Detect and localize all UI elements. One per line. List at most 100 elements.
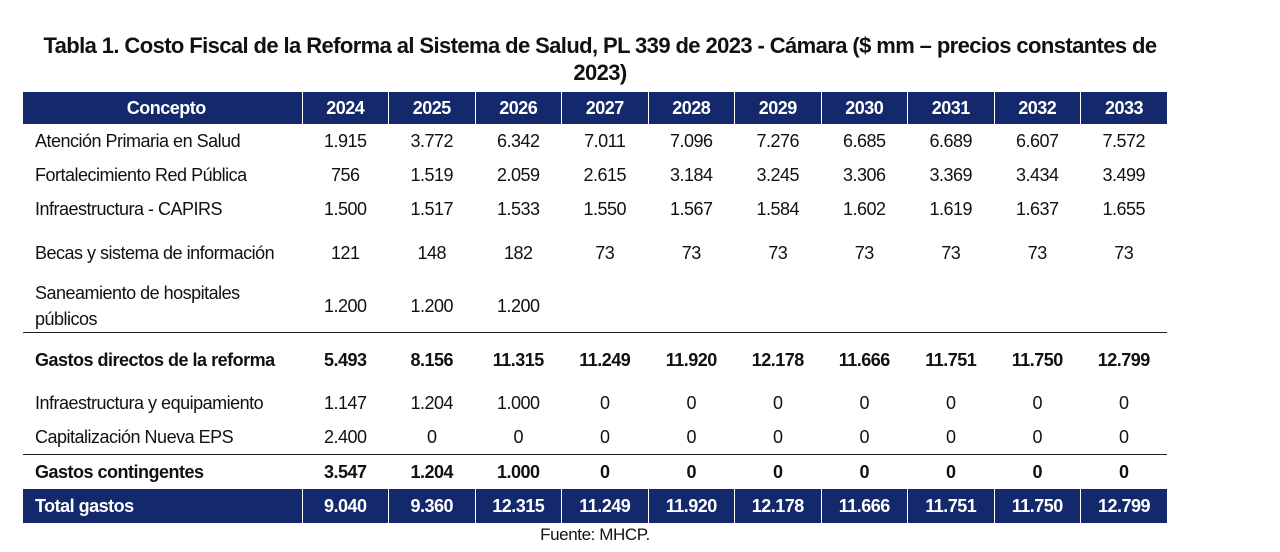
- value-cell: 12.178: [734, 489, 821, 523]
- value-cell: 1.000: [475, 454, 562, 489]
- value-cell: 6.685: [842, 131, 886, 151]
- concept-cell: Saneamiento de hospitales públicos: [35, 282, 240, 329]
- value-cell: 11.751: [907, 489, 994, 523]
- value-cell: 3.306: [842, 165, 886, 185]
- value-cell: 73: [768, 242, 788, 263]
- value-cell: 1.204: [388, 454, 475, 489]
- value-cell: 0: [772, 427, 783, 447]
- table-title: Tabla 1. Costo Fiscal de la Reforma al S…: [43, 33, 1157, 85]
- value-cell: 0: [561, 454, 648, 489]
- value-cell: 0: [426, 427, 437, 447]
- concept-cell: Becas y sistema de información: [35, 242, 275, 263]
- table-row: Becas y sistema de información 121 148 182 7…: [23, 226, 1167, 279]
- value-cell: 5.493: [302, 332, 389, 386]
- table-row: Infraestructura - CAPIRS 1.500 1.517 1.533 1…: [23, 192, 1167, 226]
- year-header: 2031: [907, 92, 994, 124]
- value-cell: 2.615: [583, 165, 627, 185]
- value-cell: 0: [648, 454, 735, 489]
- concept-cell: Infraestructura - CAPIRS: [35, 199, 223, 219]
- value-cell: 8.156: [388, 332, 475, 386]
- value-cell: 1.519: [410, 165, 454, 185]
- value-cell: 7.096: [669, 131, 713, 151]
- value-cell: 11.315: [475, 332, 562, 386]
- value-cell: 11.750: [993, 489, 1081, 523]
- value-cell: 1.550: [583, 199, 627, 219]
- value-cell: 148: [417, 242, 447, 263]
- value-cell: 1.200: [496, 295, 540, 316]
- year-header: 2030: [820, 92, 908, 124]
- value-cell: 9.040: [301, 489, 389, 523]
- concept-cell: Infraestructura y equipamiento: [35, 393, 264, 413]
- table-row: Capitalización Nueva EPS 2.400 0 0 0 0 0 0 0 0 0: [23, 420, 1167, 455]
- value-cell: [562, 279, 649, 333]
- value-cell: 11.751: [907, 332, 994, 386]
- value-cell: 0: [686, 393, 696, 413]
- value-cell: 0: [599, 393, 610, 413]
- value-cell: 6.607: [1015, 131, 1059, 151]
- table-row: Saneamiento de hospitales públicos 1.200 1…: [23, 279, 1167, 333]
- value-cell: 12.799: [1080, 489, 1167, 523]
- value-cell: 9.360: [388, 489, 475, 523]
- value-cell: [821, 279, 908, 333]
- value-cell: 11.249: [561, 489, 648, 523]
- value-cell: 1.637: [1015, 199, 1059, 219]
- value-cell: 73: [1027, 242, 1048, 263]
- year-header: 2025: [388, 92, 475, 124]
- value-cell: 73: [595, 242, 615, 263]
- value-cell: 0: [859, 393, 869, 413]
- value-cell: 1.200: [410, 295, 454, 316]
- value-cell: 7.276: [756, 131, 800, 151]
- value-cell: 3.245: [756, 165, 800, 185]
- value-cell: 1.655: [1102, 199, 1146, 219]
- value-cell: 3.184: [669, 165, 713, 185]
- value-cell: 11.920: [647, 489, 735, 523]
- value-cell: [735, 279, 822, 333]
- table-row: Total gastos 9.040 9.360 12.315 11.249 11.920…: [23, 489, 1167, 523]
- value-cell: 0: [1080, 454, 1167, 489]
- header-row: Concepto 2024 2025 2026 2027 2028 2029 2030 2031…: [23, 92, 1167, 124]
- table-row: Gastos contingentes 3.547 1.204 1.000 0 0 0 0 0 0…: [23, 454, 1167, 489]
- value-cell: 2.400: [323, 427, 367, 447]
- value-cell: 12.315: [474, 489, 562, 523]
- value-cell: 1.517: [410, 199, 454, 219]
- value-cell: 11.249: [561, 332, 648, 386]
- value-cell: 0: [734, 454, 821, 489]
- value-cell: 0: [1032, 427, 1042, 447]
- value-cell: 1.567: [669, 199, 713, 219]
- value-cell: 0: [859, 427, 869, 447]
- concept-cell: Fortalecimiento Red Pública: [35, 165, 247, 185]
- value-cell: 1.915: [323, 131, 367, 151]
- value-cell: 756: [330, 165, 360, 185]
- value-cell: 0: [907, 454, 994, 489]
- concept-cell: Capitalización Nueva EPS: [35, 427, 234, 447]
- value-cell: 121: [330, 242, 360, 263]
- concept-cell: Total gastos: [23, 489, 302, 523]
- year-header: 2027: [561, 92, 648, 124]
- concept-cell: Gastos directos de la reforma: [23, 332, 302, 386]
- value-cell: 1.000: [496, 393, 540, 413]
- value-cell: 0: [945, 427, 956, 447]
- value-cell: [1081, 279, 1168, 333]
- value-cell: 6.342: [496, 131, 540, 151]
- value-cell: 1.200: [323, 295, 367, 316]
- year-header: 2028: [647, 92, 735, 124]
- value-cell: 0: [1118, 427, 1129, 447]
- value-cell: 12.799: [1080, 332, 1167, 386]
- year-header: 2026: [474, 92, 562, 124]
- year-header: 2032: [993, 92, 1081, 124]
- table-row: Infraestructura y equipamiento 1.147 1.204…: [23, 386, 1167, 420]
- value-cell: 1.147: [323, 393, 367, 413]
- table-row: Fortalecimiento Red Pública 756 1.519 2.059…: [23, 158, 1167, 192]
- value-cell: 11.920: [648, 332, 735, 386]
- value-cell: 1.584: [756, 199, 800, 219]
- value-cell: [648, 279, 735, 333]
- value-cell: 0: [821, 454, 908, 489]
- value-cell: 182: [503, 242, 533, 263]
- value-cell: 0: [1032, 393, 1042, 413]
- value-cell: 73: [681, 242, 702, 263]
- cost-table: Concepto 2024 2025 2026 2027 2028 2029 2030 2031…: [23, 92, 1167, 523]
- value-cell: [994, 279, 1081, 333]
- value-cell: 7.572: [1102, 131, 1146, 151]
- value-cell: [908, 279, 995, 333]
